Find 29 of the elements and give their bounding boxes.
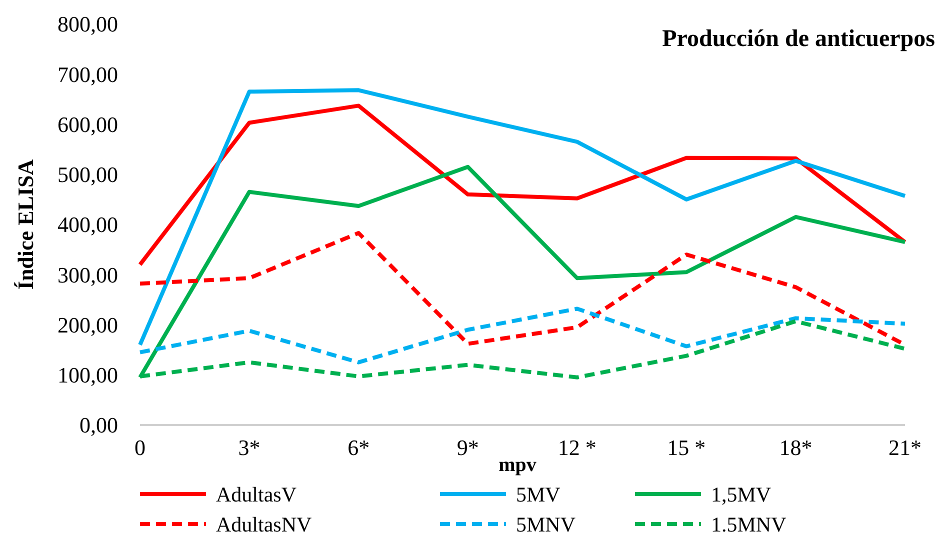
x-tick-label: 12 * [558,435,596,460]
legend-label: 5MV [516,482,560,506]
legend-label: 1.5MNV [711,512,786,536]
x-tick-label: 21* [888,435,922,460]
y-tick-label: 800,00 [58,12,118,37]
legend-label: AdultasNV [216,512,312,536]
y-tick-label: 200,00 [58,312,118,338]
legend-label: AdultasV [216,482,296,506]
legend-label: 1,5MV [711,482,772,506]
y-tick-label: 300,00 [58,262,118,288]
y-axis-title: Índice ELISA [13,159,38,290]
x-tick-label: 15 * [667,435,706,460]
y-tick-label: 400,00 [58,212,118,238]
legend-label: 5MNV [516,512,576,536]
chart-title: Producción de anticuerpos [662,26,935,52]
y-tick-label: 100,00 [58,362,118,388]
x-tick-label: 3* [238,435,260,460]
x-axis-title: mpv [498,454,536,476]
y-tick-label: 0,00 [80,412,118,438]
y-tick-label: 500,00 [58,162,118,188]
x-tick-label: 0 [134,435,146,460]
x-tick-label: 9* [456,435,479,460]
y-tick-label: 700,00 [58,62,118,87]
x-tick-label: 18* [779,435,812,460]
line-series [138,88,907,347]
line-series [138,104,907,267]
x-tick-label: 6* [348,435,370,460]
y-tick-label: 600,00 [58,112,118,137]
line-series [138,306,907,364]
